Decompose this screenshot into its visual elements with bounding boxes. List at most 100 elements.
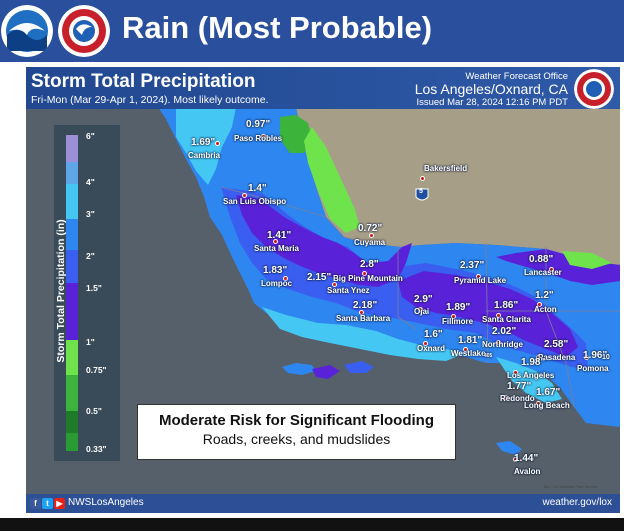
flood-risk-callout: Moderate Risk for Significant Flooding R… — [137, 404, 456, 460]
place-label: Long Beach — [524, 401, 570, 410]
amount-label: 0.88" — [529, 254, 554, 265]
youtube-icon[interactable]: ▶ — [54, 498, 65, 509]
location-dot — [423, 341, 428, 346]
issued-time: Issued Mar 28, 2024 12:16 PM PDT — [416, 97, 568, 108]
noaa-logo — [1, 5, 53, 57]
bottom-strip — [0, 518, 624, 531]
location-dot — [476, 274, 481, 279]
office-name: Los Angeles/Oxnard, CA — [414, 81, 568, 97]
place-label: Lancaster — [524, 268, 562, 277]
place-label: Pyramid Lake — [454, 276, 507, 285]
place-label: Los Angeles — [507, 371, 555, 380]
amount-label: 1.77" — [507, 381, 532, 392]
legend-swatch — [66, 250, 78, 283]
amount-label: 1.69" — [191, 137, 216, 148]
location-dot — [369, 233, 374, 238]
place-label: Northridge — [482, 340, 523, 349]
place-label: Lompoc — [261, 279, 293, 288]
location-dot — [513, 370, 518, 375]
legend-swatch — [66, 219, 78, 250]
legend-tick: 0.5" — [86, 406, 102, 416]
legend-swatch — [66, 162, 78, 184]
location-dot — [537, 302, 542, 307]
place-label: Acton — [534, 305, 557, 314]
legend-swatch — [66, 433, 78, 451]
place-label: Santa Clarita — [482, 315, 531, 324]
legend-swatch — [66, 135, 78, 162]
amount-label: 1.83" — [263, 265, 288, 276]
location-dot — [261, 134, 266, 139]
twitter-icon[interactable]: t — [42, 498, 53, 509]
location-dot — [362, 271, 367, 276]
map-title: Storm Total Precipitation — [31, 71, 256, 92]
legend-swatch — [66, 283, 78, 340]
legend-swatch — [66, 411, 78, 433]
place-label: Big Pine Mountain — [333, 274, 403, 283]
location-dot — [584, 355, 589, 360]
location-dot — [463, 347, 468, 352]
location-dot — [536, 401, 541, 406]
location-dot — [549, 267, 554, 272]
location-dot — [283, 276, 288, 281]
map-header: Storm Total Precipitation Fri-Mon (Mar 2… — [26, 67, 620, 109]
map-subtitle: Fri-Mon (Mar 29-Apr 1, 2024). Most likel… — [31, 94, 269, 106]
place-label: Santa Barbara — [336, 314, 391, 323]
place-label: San Luis Obispo — [223, 197, 287, 206]
location-dot — [496, 313, 501, 318]
amount-label: 1.86" — [494, 300, 519, 311]
legend-swatch — [66, 375, 78, 411]
place-label: Cuyama — [354, 238, 386, 247]
legend-tick: 4" — [86, 177, 95, 187]
location-dot — [418, 307, 423, 312]
amount-label: 1.41" — [267, 230, 292, 241]
legend-tick: 0.33" — [86, 444, 107, 454]
location-dot — [273, 239, 278, 244]
amount-label: 0.72" — [358, 223, 383, 234]
map-footer: f t ▶ NWSLosAngeles weather.gov/lox — [26, 494, 620, 513]
amount-label: 1.81" — [458, 335, 483, 346]
place-label: Pomona — [577, 364, 609, 373]
place-label: Oxnard — [417, 344, 446, 353]
location-dot — [420, 176, 425, 181]
place-label: Avalon — [514, 467, 541, 476]
place-label: Redondo — [500, 394, 535, 403]
place-label: Santa Maria — [254, 244, 299, 253]
amount-label: 1.6" — [424, 329, 443, 340]
nws-logo-small — [574, 69, 614, 109]
nws-logo — [58, 5, 110, 57]
amount-label: 0.97" — [246, 119, 271, 130]
interstate-405-label: 405 — [484, 353, 493, 359]
amount-label: 2.9" — [414, 294, 433, 305]
location-dot — [359, 310, 364, 315]
amount-label: 2.02" — [492, 326, 517, 337]
place-label: Paso Robles — [234, 134, 283, 143]
place-label: Cambria — [188, 151, 221, 160]
location-dot — [496, 340, 501, 345]
legend-swatch — [66, 184, 78, 219]
location-dot — [332, 282, 337, 287]
amount-label: 2.15" — [307, 272, 332, 283]
legend-swatch — [66, 340, 78, 375]
location-dot — [503, 395, 508, 400]
legend-tick: 1" — [86, 337, 95, 347]
amount-label: 1.44" — [514, 453, 539, 464]
slide-banner: ✕ Rain (Most Probable) — [0, 0, 624, 62]
office-label: Weather Forecast Office — [465, 71, 568, 82]
location-dot — [513, 457, 518, 462]
place-label: Pasadena — [538, 353, 576, 362]
amount-label: 1.4" — [248, 183, 267, 194]
facebook-icon[interactable]: f — [30, 498, 41, 509]
place-label: Bakersfield — [424, 164, 468, 173]
amount-label: 1.96" — [583, 350, 608, 361]
risk-subtitle: Roads, creeks, and mudslides — [202, 431, 391, 447]
website-link[interactable]: weather.gov/lox — [542, 497, 613, 508]
amount-label: 2.8" — [360, 259, 379, 270]
amount-label: 2.58" — [544, 339, 569, 350]
amount-label: 2.37" — [460, 260, 485, 271]
interstate-5-label: 5 — [419, 188, 423, 195]
slide-title: Rain (Most Probable) — [122, 10, 433, 45]
legend-tick: 1.5" — [86, 283, 102, 293]
precipitation-map: Storm Total Precipitation Fri-Mon (Mar 2… — [26, 67, 620, 513]
place-label: Westlake — [451, 349, 486, 358]
